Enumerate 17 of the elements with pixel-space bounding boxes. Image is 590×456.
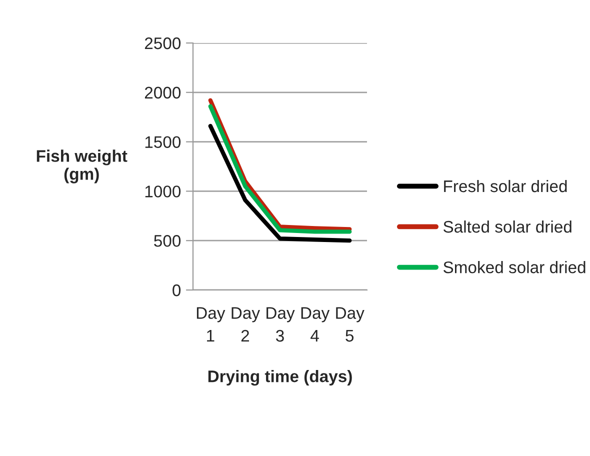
x-tick-label: Day 5 (336, 307, 364, 342)
line-series (208, 124, 352, 243)
legend-label: Salted solar dried (443, 220, 572, 233)
y-axis-title: Fish weight (gm) (36, 150, 128, 184)
x-tick-label: Day 2 (232, 307, 260, 342)
x-tick-label: Day 1 (196, 307, 226, 342)
legend-label: Smoked solar dried (443, 261, 586, 274)
y-tick-label: 1500 (145, 136, 181, 148)
y-tick-label: 1000 (145, 186, 181, 198)
x-tick-label: Day 4 (301, 307, 330, 342)
y-tick-label: 2500 (144, 37, 181, 50)
y-tick-label: 2000 (144, 86, 181, 99)
x-tick-label: Day 3 (266, 307, 295, 342)
x-axis-title: Drying time (days) (208, 370, 352, 386)
legend-label: Fresh solar dried (444, 180, 567, 192)
y-tick-label: 500 (154, 235, 181, 247)
y-tick-label: 0 (172, 284, 181, 296)
